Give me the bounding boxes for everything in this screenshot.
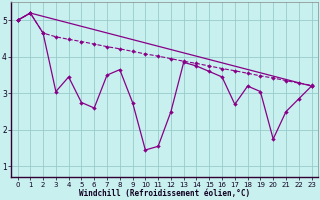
X-axis label: Windchill (Refroidissement éolien,°C): Windchill (Refroidissement éolien,°C) bbox=[79, 189, 250, 198]
